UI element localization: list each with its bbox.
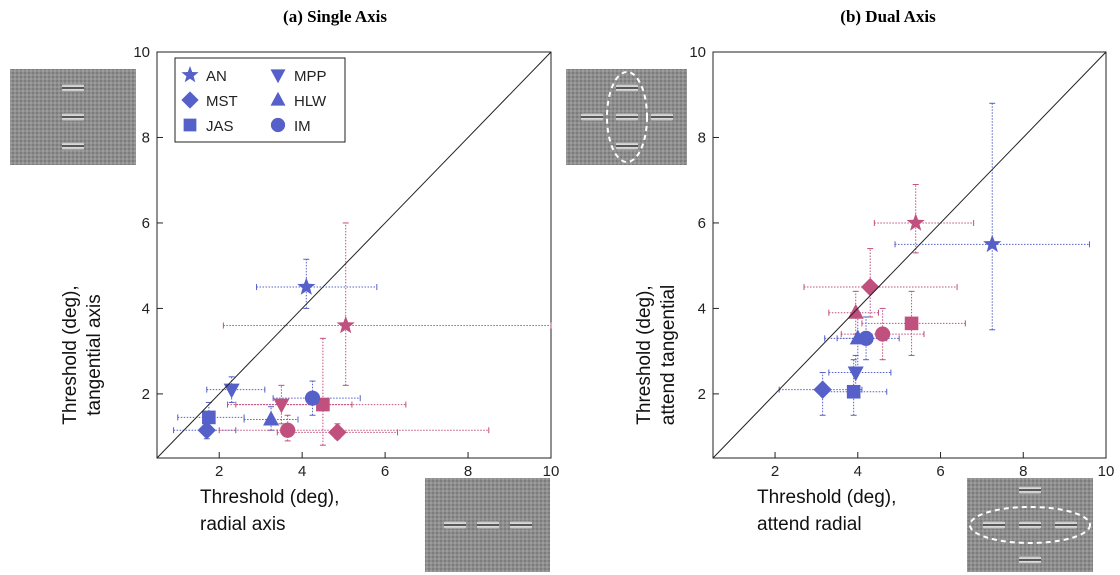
- panel-b-marker-im-pink: [875, 326, 891, 342]
- panel-a-identity-line: [156, 51, 552, 459]
- panel-a-frame: [156, 51, 552, 459]
- panel-b-xtick-label: 6: [936, 463, 944, 480]
- panel-b-marker-mst-blue: [813, 380, 832, 399]
- panel-a-marker-an-blue: [297, 277, 316, 295]
- legend: AN MPP MST HLW JAS IM: [174, 57, 346, 143]
- legend-marker-mst: [181, 91, 199, 109]
- panel-a-ytick-label: 6: [142, 215, 150, 232]
- legend-label-jas: JAS: [206, 118, 234, 135]
- panel-a-marker-mst-blue: [197, 421, 216, 440]
- panel-b-frame: [712, 51, 1107, 459]
- panel-b-errorbars: [778, 102, 1090, 416]
- panel-a-errorbar-an-blue: [256, 258, 378, 309]
- panel-b-ytick-label: 10: [689, 44, 706, 61]
- legend-label-im: IM: [294, 118, 311, 135]
- panel-a-errorbars: [173, 222, 552, 446]
- panel-b-ytick-label: 8: [698, 129, 706, 146]
- panel-b-xlabel-line2: attend radial: [757, 514, 862, 535]
- panel-b-marker-mpp-blue: [847, 366, 864, 382]
- panel-a-ticks: 2 4 6 8 10 2 4 6 8 10: [133, 44, 559, 480]
- legend-marker-hlw: [270, 91, 286, 106]
- stimulus-image-vertical: [10, 69, 136, 165]
- panel-a-marker-an-pink: [336, 315, 355, 334]
- legend-marker-an: [181, 66, 199, 83]
- panel-a-ytick-label: 4: [142, 300, 150, 317]
- panel-b-marker-im-blue: [858, 330, 874, 346]
- panel-a-markers: [197, 277, 355, 442]
- panel-a-marker-mpp-pink: [273, 398, 290, 414]
- panel-a-marker-im-blue: [304, 390, 321, 406]
- panel-b-ytick-label: 2: [698, 386, 706, 403]
- panel-b-xtick-label: 8: [1019, 463, 1027, 480]
- panel-a-xtick-label: 2: [215, 463, 223, 480]
- panel-a-marker-mpp-blue: [223, 383, 240, 399]
- legend-label-mpp: MPP: [294, 68, 327, 85]
- panel-b-marker-jas-pink: [904, 316, 919, 331]
- panel-b-marker-an-blue: [983, 234, 1002, 253]
- panel-a-marker-hlw-blue: [263, 410, 280, 426]
- panel-a-errorbar-im-blue: [272, 380, 361, 416]
- legend-marker-mpp: [270, 69, 286, 84]
- stimulus-image-cross-vertical-attend: [566, 69, 687, 165]
- panel-b-xlabel-line1: Threshold (deg),: [757, 487, 896, 508]
- panel-a-ytick-label: 8: [142, 129, 150, 146]
- panel-a-xtick-label: 6: [381, 463, 389, 480]
- panel-a-ytick-label: 10: [133, 44, 150, 61]
- panel-a-errorbar-jas-pink: [235, 337, 407, 446]
- panel-a-ylabel-line2: tangential axis: [84, 294, 105, 415]
- panel-b-errorbar-an-pink: [873, 183, 975, 254]
- panel-b-ylabel-line1: Threshold (deg),: [634, 285, 655, 424]
- panel-b-identity-line: [712, 51, 1107, 459]
- panel-b-marker-an-pink: [906, 213, 925, 231]
- panel-b-plot: 2 4 6 8 10 2 4 6 8 10 Threshold (deg), attend tan…: [634, 44, 1114, 535]
- panel-a-errorbar-an-pink: [222, 222, 552, 386]
- stimulus-image-horizontal: [425, 478, 550, 572]
- panel-a-marker-jas-blue: [202, 410, 216, 425]
- panel-b-markers: [813, 213, 1002, 399]
- panel-a-xtick-label: 8: [464, 463, 472, 480]
- panel-b-title: (b) Dual Axis: [840, 7, 936, 26]
- panel-a-marker-mst-pink: [328, 423, 347, 442]
- panel-a-title: (a) Single Axis: [283, 7, 387, 26]
- stimulus-image-cross-horizontal-attend: [967, 478, 1093, 572]
- panel-b-xtick-label: 2: [771, 463, 779, 480]
- panel-a-xtick-label: 10: [543, 463, 560, 480]
- panel-b-ytick-label: 4: [698, 300, 706, 317]
- panel-b-errorbar-mst-pink: [803, 248, 958, 318]
- panel-a-xtick-label: 4: [298, 463, 306, 480]
- legend-label-mst: MST: [206, 93, 238, 110]
- legend-box: [174, 57, 346, 143]
- panel-a-plot: 2 4 6 8 10 2 4 6 8 10 AN MPP MST HLW JAS IM Threshold …: [60, 44, 559, 535]
- panel-a-ytick-label: 2: [142, 386, 150, 403]
- panel-a-xlabel-line2: radial axis: [200, 514, 286, 535]
- panel-b-errorbar-an-blue: [894, 102, 1090, 331]
- panel-b-marker-mst-pink: [861, 277, 880, 297]
- legend-label-an: AN: [206, 68, 227, 85]
- legend-marker-im: [270, 117, 286, 133]
- legend-marker-jas: [183, 118, 197, 132]
- panel-b-xtick-label: 4: [854, 463, 862, 480]
- panel-a-marker-im-pink: [280, 422, 296, 438]
- panel-b-xtick-label: 10: [1098, 463, 1115, 480]
- panel-b-ticks: 2 4 6 8 10 2 4 6 8 10: [689, 44, 1114, 480]
- panel-b-marker-jas-blue: [846, 384, 861, 399]
- panel-b-errorbar-im-pink: [840, 307, 925, 361]
- panel-a-xlabel-line1: Threshold (deg),: [200, 487, 339, 508]
- panel-b-ylabel-line2: attend tangential: [658, 285, 679, 426]
- legend-label-hlw: HLW: [294, 93, 327, 110]
- panel-b-ytick-label: 6: [698, 215, 706, 232]
- panel-a-ylabel-line1: Threshold (deg),: [60, 285, 81, 424]
